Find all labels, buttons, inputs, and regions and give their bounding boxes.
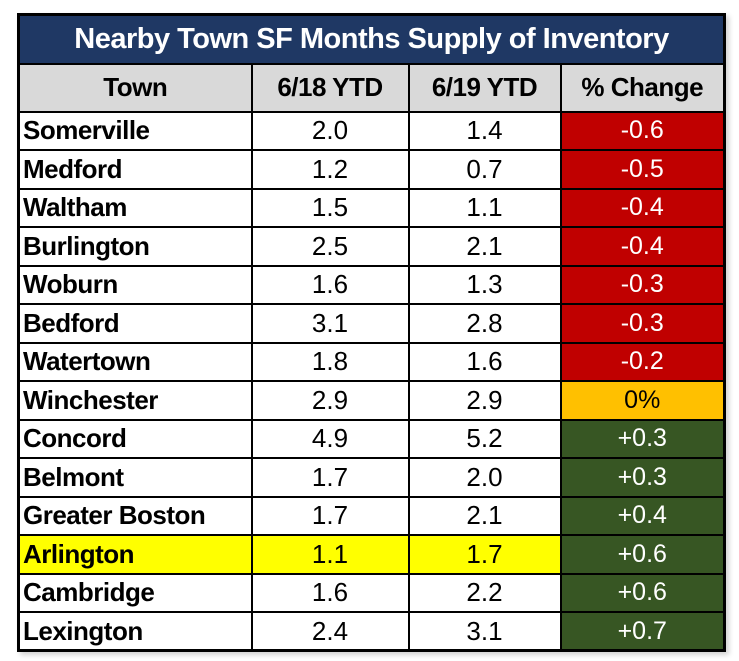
town-cell: Concord	[17, 418, 253, 459]
town-cell: Greater Boston	[17, 495, 253, 536]
ytd-2019-cell: 0.7	[407, 149, 562, 190]
table-row: Greater Boston 1.7 2.1 +0.4	[17, 495, 726, 536]
table-title: Nearby Town SF Months Supply of Inventor…	[17, 13, 726, 65]
col-header-618-ytd: 6/18 YTD	[250, 62, 410, 113]
ytd-2018-cell: 2.0	[250, 110, 410, 151]
pct-change-cell: +0.3	[559, 457, 726, 498]
months-supply-table: Nearby Town SF Months Supply of Inventor…	[17, 13, 726, 652]
ytd-2018-cell: 3.1	[250, 303, 410, 344]
town-cell: Winchester	[17, 380, 253, 421]
ytd-2019-cell: 2.8	[407, 303, 562, 344]
pct-change-cell: -0.5	[559, 149, 726, 190]
ytd-2019-cell: 2.9	[407, 380, 562, 421]
pct-change-cell: +0.3	[559, 418, 726, 459]
pct-change-cell: -0.6	[559, 110, 726, 151]
ytd-2019-cell: 1.4	[407, 110, 562, 151]
col-header-town: Town	[17, 62, 253, 113]
town-cell: Arlington	[17, 534, 253, 575]
ytd-2018-cell: 1.7	[250, 457, 410, 498]
town-cell: Watertown	[17, 341, 253, 382]
ytd-2019-cell: 1.1	[407, 187, 562, 228]
ytd-2018-cell: 2.9	[250, 380, 410, 421]
ytd-2019-cell: 2.2	[407, 572, 562, 613]
col-header-619-ytd: 6/19 YTD	[407, 62, 562, 113]
pct-change-cell: +0.6	[559, 572, 726, 613]
table-row: Watertown 1.8 1.6 -0.2	[17, 341, 726, 382]
pct-change-cell: +0.6	[559, 534, 726, 575]
ytd-2019-cell: 2.1	[407, 226, 562, 267]
town-cell: Somerville	[17, 110, 253, 151]
ytd-2018-cell: 1.5	[250, 187, 410, 228]
ytd-2018-cell: 1.8	[250, 341, 410, 382]
town-cell: Cambridge	[17, 572, 253, 613]
ytd-2018-cell: 1.2	[250, 149, 410, 190]
table-row: Medford 1.2 0.7 -0.5	[17, 149, 726, 190]
pct-change-cell: -0.3	[559, 264, 726, 305]
pct-change-cell: -0.4	[559, 226, 726, 267]
table-row: Concord 4.9 5.2 +0.3	[17, 418, 726, 459]
ytd-2019-cell: 2.1	[407, 495, 562, 536]
table-row: Waltham 1.5 1.1 -0.4	[17, 187, 726, 228]
pct-change-cell: -0.3	[559, 303, 726, 344]
town-cell: Bedford	[17, 303, 253, 344]
ytd-2019-cell: 2.0	[407, 457, 562, 498]
town-cell: Waltham	[17, 187, 253, 228]
pct-change-cell: +0.7	[559, 611, 726, 652]
ytd-2019-cell: 5.2	[407, 418, 562, 459]
table-row: Burlington 2.5 2.1 -0.4	[17, 226, 726, 267]
ytd-2018-cell: 1.7	[250, 495, 410, 536]
pct-change-cell: -0.4	[559, 187, 726, 228]
title-row: Nearby Town SF Months Supply of Inventor…	[17, 13, 726, 65]
table-row: Arlington 1.1 1.7 +0.6	[17, 534, 726, 575]
pct-change-cell: +0.4	[559, 495, 726, 536]
table-row: Winchester 2.9 2.9 0%	[17, 380, 726, 421]
ytd-2018-cell: 2.4	[250, 611, 410, 652]
ytd-2018-cell: 1.1	[250, 534, 410, 575]
table-row: Woburn 1.6 1.3 -0.3	[17, 264, 726, 305]
table-row: Cambridge 1.6 2.2 +0.6	[17, 572, 726, 613]
ytd-2018-cell: 1.6	[250, 264, 410, 305]
ytd-2019-cell: 3.1	[407, 611, 562, 652]
ytd-2018-cell: 2.5	[250, 226, 410, 267]
ytd-2019-cell: 1.3	[407, 264, 562, 305]
column-header-row: Town 6/18 YTD 6/19 YTD % Change	[17, 62, 726, 113]
ytd-2018-cell: 1.6	[250, 572, 410, 613]
town-cell: Burlington	[17, 226, 253, 267]
col-header-pct-change: % Change	[559, 62, 726, 113]
table-row: Belmont 1.7 2.0 +0.3	[17, 457, 726, 498]
town-cell: Lexington	[17, 611, 253, 652]
table-row: Lexington 2.4 3.1 +0.7	[17, 611, 726, 652]
table-row: Bedford 3.1 2.8 -0.3	[17, 303, 726, 344]
town-cell: Belmont	[17, 457, 253, 498]
pct-change-cell: 0%	[559, 380, 726, 421]
table-row: Somerville 2.0 1.4 -0.6	[17, 110, 726, 151]
ytd-2019-cell: 1.6	[407, 341, 562, 382]
town-cell: Medford	[17, 149, 253, 190]
ytd-2018-cell: 4.9	[250, 418, 410, 459]
ytd-2019-cell: 1.7	[407, 534, 562, 575]
town-cell: Woburn	[17, 264, 253, 305]
table-body: Somerville 2.0 1.4 -0.6 Medford 1.2 0.7 …	[17, 110, 726, 652]
pct-change-cell: -0.2	[559, 341, 726, 382]
